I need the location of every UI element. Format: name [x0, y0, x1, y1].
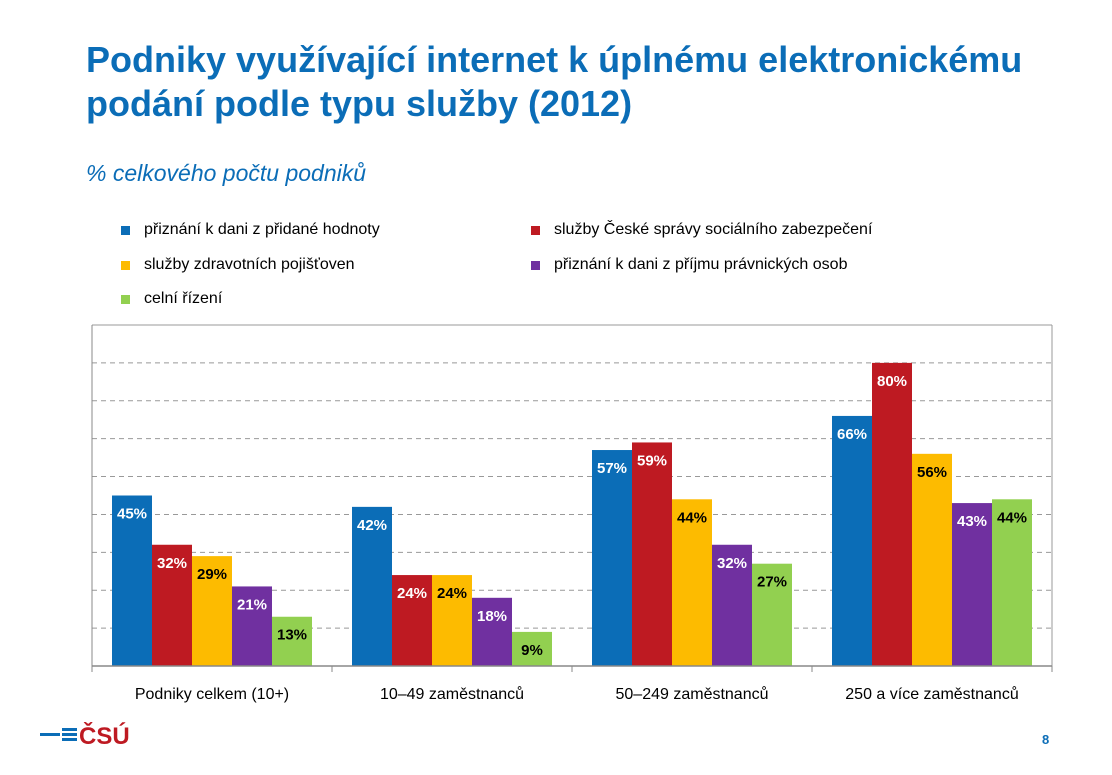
bar — [512, 631, 552, 666]
bar — [432, 575, 472, 666]
bar — [872, 362, 912, 666]
csu-logo: ČSÚ — [40, 722, 140, 753]
bar — [752, 563, 792, 666]
data-label: 42% — [357, 517, 387, 534]
bar — [112, 495, 152, 666]
data-label: 66% — [837, 426, 867, 443]
bar — [712, 544, 752, 666]
bar — [992, 499, 1032, 666]
data-label: 21% — [237, 596, 267, 613]
legend-label: přiznání k dani z příjmu právnických oso… — [554, 256, 848, 273]
bar — [952, 503, 992, 666]
data-label: 57% — [597, 460, 627, 477]
legend-item-vat: přiznání k dani z přidané hodnoty — [121, 221, 380, 239]
x-tick-label: 250 a více zaměstnanců — [845, 685, 1018, 703]
data-label: 27% — [757, 574, 787, 591]
data-label: 45% — [117, 506, 147, 523]
legend-label: celní řízení — [144, 290, 223, 307]
page-number: 8 — [1042, 732, 1050, 747]
legend-label: přiznání k dani z přidané hodnoty — [144, 221, 380, 238]
bar — [912, 453, 952, 666]
bar — [592, 450, 632, 666]
data-label: 59% — [637, 452, 667, 469]
legend-item-cssz: služby České správy sociálního zabezpeče… — [531, 221, 872, 239]
svg-text:ČSÚ: ČSÚ — [79, 722, 130, 748]
data-label: 56% — [917, 464, 947, 481]
legend-item-corptax: přiznání k dani z příjmu právnických oso… — [531, 256, 847, 274]
bar — [152, 544, 192, 666]
x-tick-label: 50–249 zaměstnanců — [616, 685, 769, 703]
legend-swatch — [121, 225, 130, 235]
legend-swatch — [531, 260, 540, 270]
bar — [232, 586, 272, 666]
bar — [472, 597, 512, 666]
chart-title: Podniky využívající internet k úplnému e… — [86, 39, 1023, 124]
legend-swatch — [531, 225, 540, 235]
bar — [392, 575, 432, 666]
data-label: 32% — [157, 555, 187, 572]
data-label: 44% — [677, 509, 707, 526]
chart-subtitle: % celkového počtu podniků — [86, 160, 367, 186]
data-label: 18% — [477, 608, 507, 625]
data-label: 43% — [957, 513, 987, 530]
legend-label: služby zdravotních pojišťoven — [144, 256, 355, 273]
legend-swatch — [121, 294, 130, 304]
data-label: 80% — [877, 373, 907, 390]
x-tick-label: Podniky celkem (10+) — [135, 686, 289, 703]
bar — [272, 616, 312, 666]
data-label: 9% — [521, 642, 543, 659]
x-tick-label: 10–49 zaměstnanců — [380, 685, 524, 703]
legend-swatch — [121, 260, 130, 270]
legend-item-customs: celní řízení — [121, 290, 222, 308]
bar — [672, 499, 712, 666]
csu-logo-icon: ČSÚ — [40, 722, 130, 750]
data-label: 29% — [197, 566, 227, 583]
data-label: 44% — [997, 509, 1027, 526]
data-label: 24% — [397, 585, 427, 602]
legend-item-health: služby zdravotních pojišťoven — [121, 256, 355, 274]
data-label: 32% — [717, 555, 747, 572]
bar — [832, 415, 872, 666]
legend-label: služby České správy sociálního zabezpeče… — [554, 221, 873, 238]
data-label: 13% — [277, 627, 307, 644]
data-label: 24% — [437, 585, 467, 602]
bar — [192, 556, 232, 666]
bar — [352, 506, 392, 666]
bar — [632, 442, 672, 666]
